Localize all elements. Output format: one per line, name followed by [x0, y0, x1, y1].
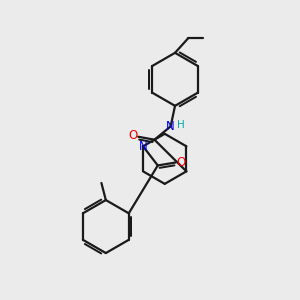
Text: N: N — [166, 120, 175, 133]
Text: H: H — [177, 120, 185, 130]
Text: O: O — [128, 129, 137, 142]
Text: N: N — [139, 140, 147, 153]
Text: O: O — [177, 156, 186, 169]
